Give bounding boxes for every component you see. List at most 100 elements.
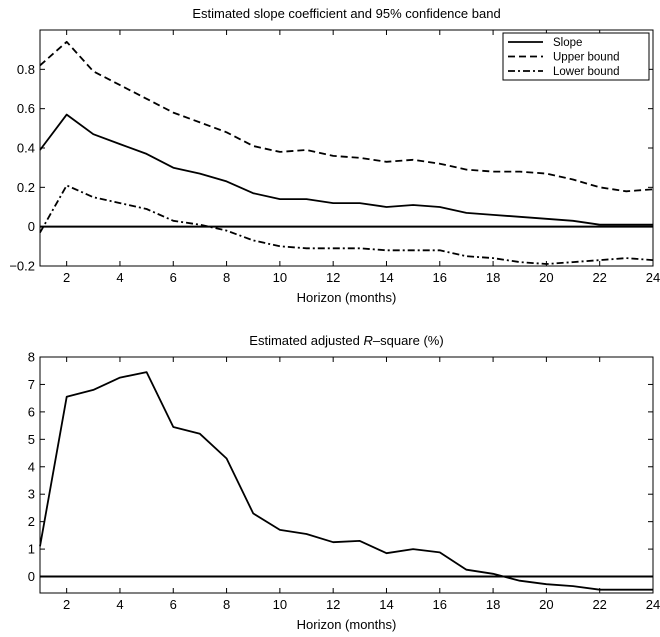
series-line [39, 113, 653, 226]
series-upper-bound [39, 40, 654, 193]
data-point [93, 71, 94, 72]
series-line [39, 40, 654, 193]
data-point [146, 98, 147, 99]
data-point [146, 153, 147, 154]
data-point [493, 573, 494, 574]
x-tick-label: 10 [273, 270, 287, 285]
y-tick-label: 0.8 [17, 62, 35, 77]
x-tick-label: 22 [592, 597, 606, 612]
data-point [546, 218, 547, 219]
data-point [279, 246, 280, 247]
data-point [119, 144, 120, 145]
data-point [199, 433, 200, 434]
data-point [333, 542, 334, 543]
data-point [519, 580, 520, 581]
data-point [626, 191, 627, 192]
data-point [413, 549, 414, 550]
data-point [253, 145, 254, 146]
data-point [466, 256, 467, 257]
data-point [466, 212, 467, 213]
data-point [279, 199, 280, 200]
data-point [493, 214, 494, 215]
x-tick-label: 6 [170, 270, 177, 285]
data-point [466, 169, 467, 170]
data-point [279, 151, 280, 152]
y-tick-label: 6 [28, 404, 35, 419]
y-tick-label: 3 [28, 487, 35, 502]
data-point [359, 203, 360, 204]
data-point [199, 173, 200, 174]
data-point [626, 224, 627, 225]
data-point [439, 206, 440, 207]
chart-title-part: Estimated adjusted [249, 333, 363, 348]
data-point [652, 224, 653, 225]
y-tick-label: 0.2 [17, 180, 35, 195]
data-point [493, 258, 494, 259]
x-tick-label: 2 [63, 270, 70, 285]
data-point [386, 553, 387, 554]
data-point [519, 216, 520, 217]
x-tick-label: 8 [223, 597, 230, 612]
chart-panel-1: Estimated slope coefficient and 95% conf… [9, 6, 660, 305]
data-point [119, 377, 120, 378]
x-tick-label: 16 [433, 597, 447, 612]
data-point [359, 157, 360, 158]
data-point [226, 181, 227, 182]
y-tick-label: 2 [28, 514, 35, 529]
data-point [413, 159, 414, 160]
data-point [599, 589, 600, 590]
data-point [572, 220, 573, 221]
y-tick-label: −0.2 [9, 259, 35, 274]
legend-box [502, 32, 650, 81]
data-point [253, 513, 254, 514]
x-tick-label: 12 [326, 597, 340, 612]
data-point [599, 187, 600, 188]
x-tick-label: 18 [486, 597, 500, 612]
data-point [546, 263, 547, 264]
data-point [226, 458, 227, 459]
y-tick-label: 7 [28, 377, 35, 392]
y-tick-label: 4 [28, 459, 35, 474]
data-point [93, 134, 94, 135]
legend: Slope Upper bound Lower bound [502, 32, 650, 81]
x-tick-label: 2 [63, 597, 70, 612]
x-tick-label: 12 [326, 270, 340, 285]
data-point [546, 584, 547, 585]
x-tick-label: 8 [223, 270, 230, 285]
y-tick-label: 0 [28, 219, 35, 234]
x-tick-label: 14 [379, 597, 393, 612]
data-point [626, 589, 627, 590]
series-line [39, 184, 654, 265]
data-point [386, 206, 387, 207]
data-point [572, 586, 573, 587]
series-1 [39, 371, 653, 591]
data-point [626, 258, 627, 259]
y-tick-label: 0.4 [17, 141, 35, 156]
data-point [173, 112, 174, 113]
data-point [439, 250, 440, 251]
data-point [173, 167, 174, 168]
data-point [306, 149, 307, 150]
x-tick-label: 14 [379, 270, 393, 285]
data-point [333, 248, 334, 249]
y-tick-label: 0 [28, 569, 35, 584]
data-point [146, 372, 147, 373]
x-tick-label: 18 [486, 270, 500, 285]
chart-title-part: R [363, 333, 372, 348]
data-point [173, 220, 174, 221]
chart-title: Estimated adjusted R–square (%) [249, 333, 443, 348]
data-point [146, 208, 147, 209]
data-point [253, 240, 254, 241]
data-point [39, 65, 40, 66]
legend-label: Upper bound [553, 52, 620, 64]
y-tick-label: 5 [28, 432, 35, 447]
data-point [199, 224, 200, 225]
x-tick-label: 16 [433, 270, 447, 285]
data-point [359, 248, 360, 249]
data-point [93, 389, 94, 390]
data-point [466, 569, 467, 570]
data-point [413, 250, 414, 251]
data-point [199, 122, 200, 123]
